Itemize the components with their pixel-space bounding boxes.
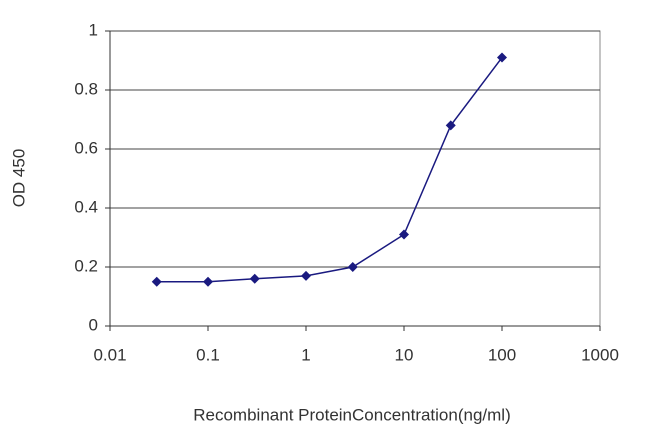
- data-point: [249, 273, 260, 284]
- x-tick-label: 100: [488, 345, 516, 364]
- y-tick-label: 1: [89, 20, 98, 39]
- data-point: [399, 229, 409, 240]
- x-tick-label: 1: [301, 345, 310, 364]
- plot-area: [109, 30, 601, 327]
- data-point: [347, 262, 358, 272]
- data-point: [151, 276, 162, 287]
- y-tick-label: 0.8: [74, 79, 98, 98]
- x-tick-label: 1000: [581, 345, 619, 364]
- y-tick-label: 0.6: [74, 138, 98, 157]
- y-axis-label: OD 450: [9, 149, 28, 208]
- x-tick-label: 0.01: [93, 345, 126, 364]
- y-tick-label: 0.4: [74, 197, 98, 216]
- data-point: [445, 120, 456, 131]
- y-tick-label: 0.2: [74, 256, 98, 275]
- data-point: [203, 276, 213, 287]
- x-axis-label: Recombinant ProteinConcentration(ng/ml): [193, 405, 511, 424]
- x-tick-label: 10: [395, 345, 414, 364]
- data-line: [156, 57, 503, 283]
- x-tick-label: 0.1: [196, 345, 220, 364]
- y-tick-label: 0: [89, 315, 98, 334]
- data-point: [497, 52, 507, 63]
- data-point: [301, 270, 311, 281]
